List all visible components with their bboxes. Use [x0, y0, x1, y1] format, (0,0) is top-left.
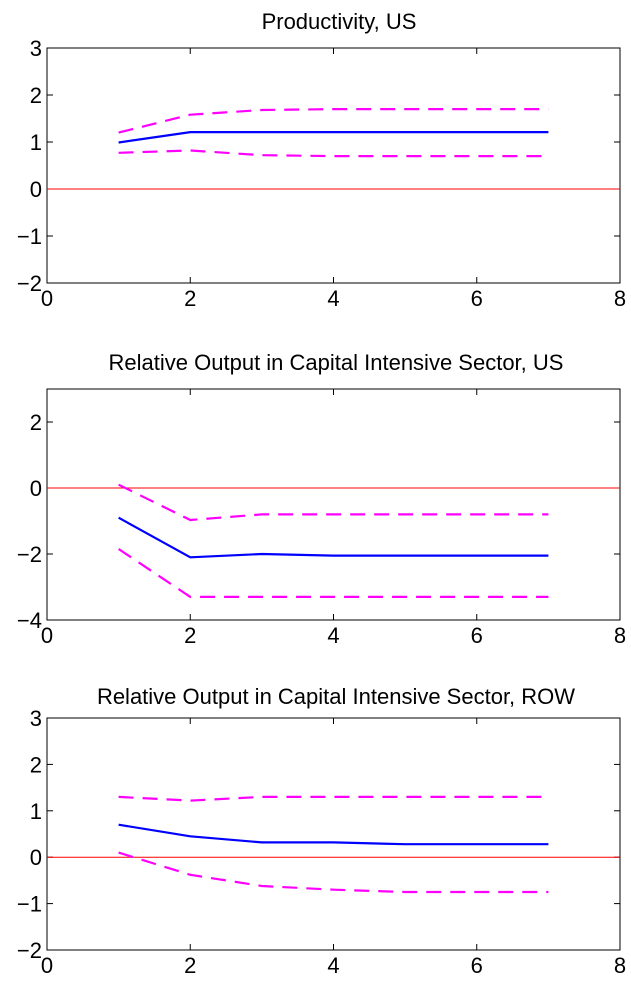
plot-frame [46, 388, 621, 621]
y-tick-label: −2 [17, 938, 42, 963]
y-tick-label: 0 [30, 177, 42, 202]
chart-title: Relative Output in Capital Intensive Sec… [97, 684, 575, 709]
y-tick-label: 3 [30, 706, 42, 731]
y-tick-label: 0 [30, 476, 42, 501]
series-upper-band-line [118, 107, 549, 134]
y-tick-label: −1 [17, 224, 42, 249]
x-tick-label: 2 [184, 953, 196, 978]
y-tick-label: −4 [17, 608, 42, 633]
x-tick-label: 0 [41, 953, 53, 978]
chart-title: Relative Output in Capital Intensive Sec… [109, 350, 564, 375]
series-upper-band-line [118, 483, 549, 522]
x-tick-label: 8 [614, 953, 626, 978]
series-lower-band-line [118, 851, 549, 894]
series-lower-band-line [118, 149, 549, 158]
x-tick-label: 6 [471, 286, 483, 311]
x-tick-label: 8 [614, 286, 626, 311]
y-tick-label: 2 [30, 83, 42, 108]
plot-frame [46, 47, 621, 284]
x-tick-label: 8 [614, 623, 626, 648]
y-tick-label: −2 [17, 271, 42, 296]
series-lower-band-line [117, 548, 549, 599]
y-tick-label: 2 [30, 410, 42, 435]
panel-productivity-us: Productivity, US 0 2 4 6 8 −2 −1 0 1 2 3 [17, 9, 626, 311]
series-estimate-line [118, 823, 549, 846]
panel-relative-output-row: Relative Output in Capital Intensive Sec… [17, 684, 626, 978]
series-estimate-line [118, 131, 549, 144]
y-tick-label: 0 [30, 845, 42, 870]
y-tick-label: 1 [30, 799, 42, 824]
x-tick-label: 4 [327, 623, 339, 648]
x-tick-label: 0 [41, 286, 53, 311]
series-estimate-line [118, 516, 549, 559]
x-tick-label: 2 [184, 286, 196, 311]
y-tick-label: 2 [30, 752, 42, 777]
x-tick-label: 4 [327, 286, 339, 311]
chart-title: Productivity, US [262, 9, 417, 34]
x-tick-label: 0 [41, 623, 53, 648]
series-upper-band-line [118, 795, 549, 802]
y-tick-label: 3 [30, 36, 42, 61]
y-tick-label: −1 [17, 892, 42, 917]
x-tick-label: 6 [471, 953, 483, 978]
plot-frame [46, 717, 621, 951]
y-tick-label: 1 [30, 130, 42, 155]
x-tick-label: 6 [471, 623, 483, 648]
y-tick-label: −2 [17, 542, 42, 567]
panel-relative-output-us: Relative Output in Capital Intensive Sec… [17, 350, 626, 648]
x-tick-label: 2 [184, 623, 196, 648]
x-tick-label: 4 [327, 953, 339, 978]
